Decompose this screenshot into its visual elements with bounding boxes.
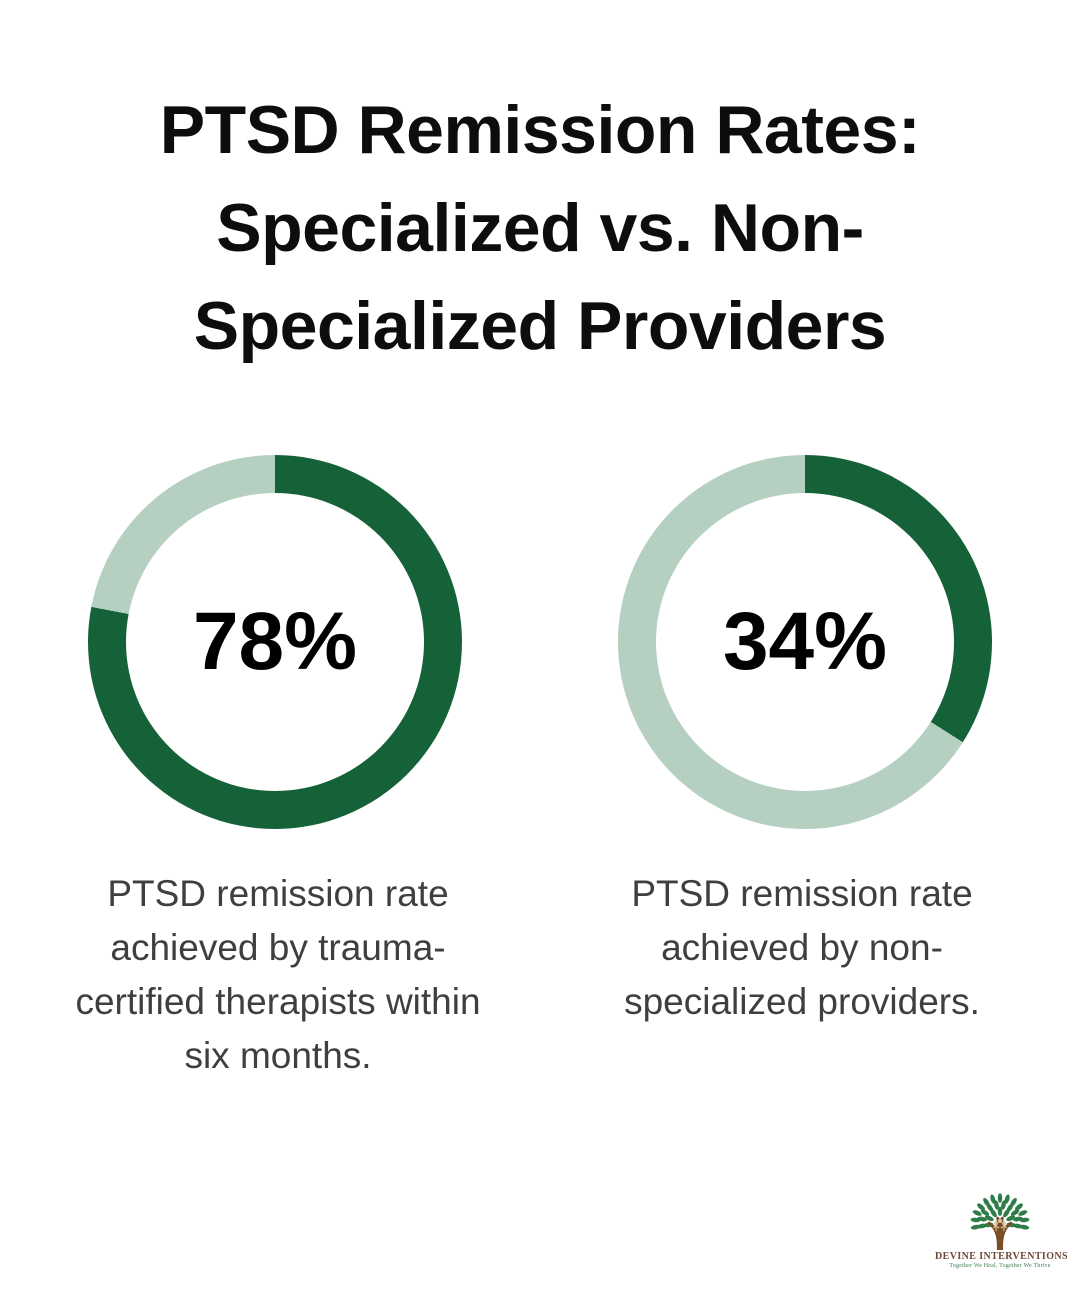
page-title-line: Specialized Providers	[193, 288, 887, 364]
caption-line: certified therapists within	[75, 981, 481, 1022]
caption-line: achieved by non-	[661, 927, 943, 968]
donut-chart-non-specialized-providers: 34%	[618, 455, 992, 829]
caption-line: PTSD remission rate	[107, 873, 449, 914]
page-title: PTSD Remission Rates: Specialized vs. No…	[0, 81, 1080, 375]
page-title-line: Specialized vs. Non-	[216, 190, 864, 266]
tree-icon	[970, 1193, 1030, 1250]
donut-value-label: 34%	[722, 596, 888, 687]
donut-value-label: 78%	[192, 596, 358, 687]
brand-name: DEVINE INTERVENTIONS	[935, 1251, 1068, 1262]
brand-logo: DEVINE INTERVENTIONS Together We Heal, T…	[935, 1188, 1068, 1269]
caption-line: PTSD remission rate	[631, 873, 973, 914]
caption-line: specialized providers.	[624, 981, 980, 1022]
page-title-line: PTSD Remission Rates:	[159, 92, 921, 168]
caption-line: achieved by trauma-	[110, 927, 446, 968]
donut-chart-specialized-providers: 78%	[88, 455, 462, 829]
brand-tagline: Together We Heal, Together We Thrive	[949, 1263, 1051, 1269]
caption-specialized-providers: PTSD remission rate achieved by trauma- …	[18, 867, 538, 1083]
caption-line: six months.	[184, 1035, 372, 1076]
caption-non-specialized-providers: PTSD remission rate achieved by non- spe…	[542, 867, 1062, 1029]
